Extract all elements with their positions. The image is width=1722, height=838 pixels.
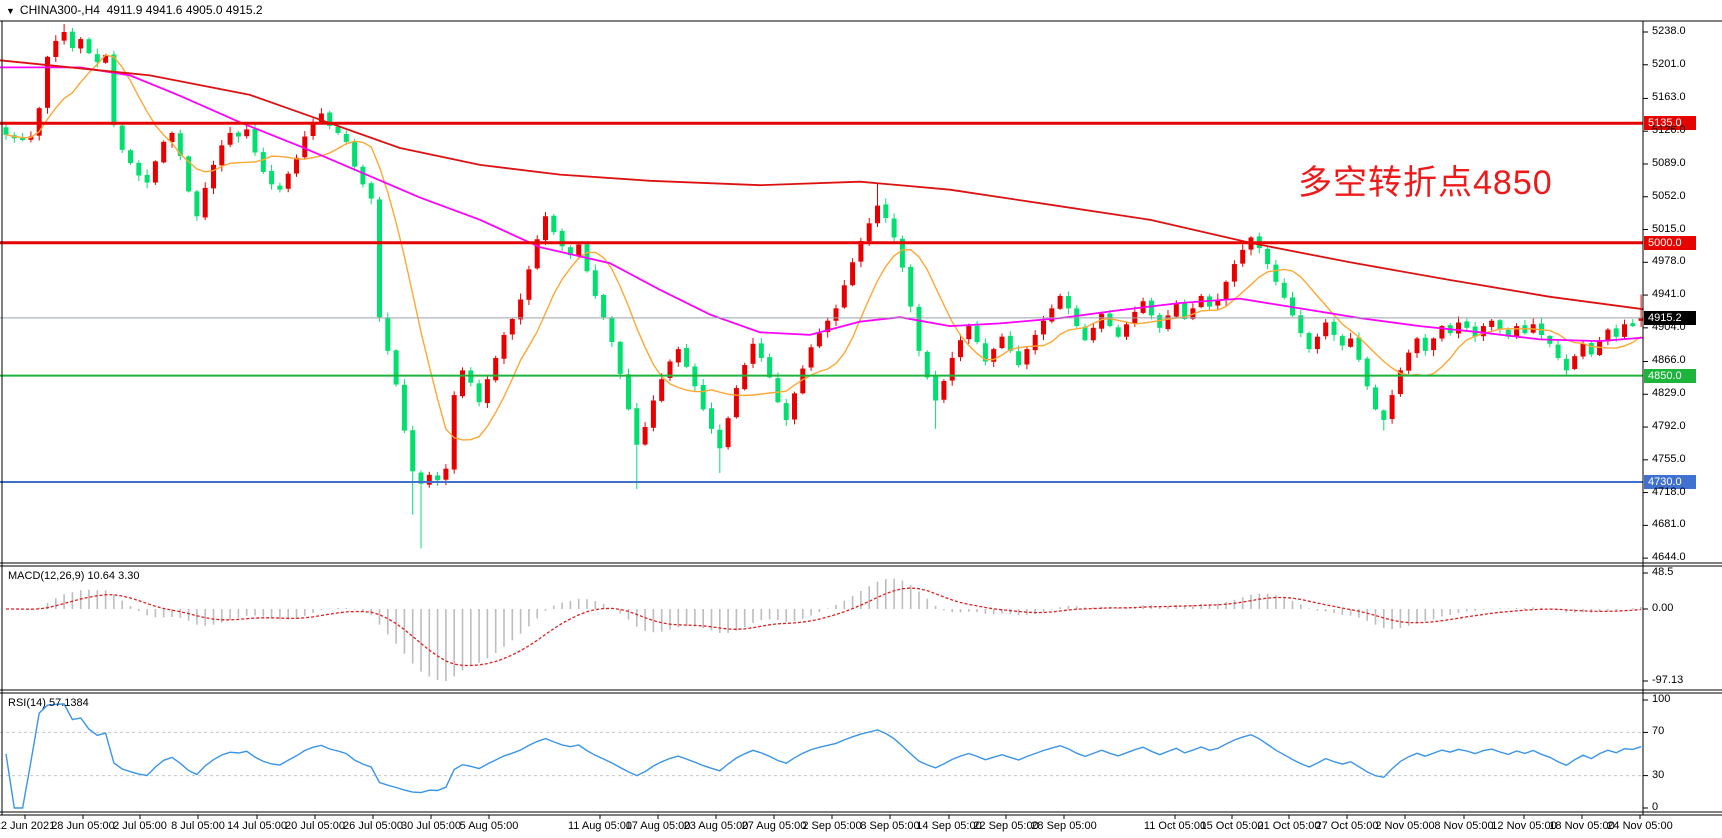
macd-axis-label: 0.00 — [1652, 602, 1674, 614]
price-axis-label: 5015.0 — [1652, 222, 1686, 235]
price-axis-label: 4829.0 — [1652, 387, 1686, 400]
symbol-name: CHINA300-,H4 — [19, 3, 100, 17]
price-axis-label: 4941.0 — [1652, 288, 1686, 301]
time-axis-label: 2 Nov 05:00 — [1375, 820, 1435, 832]
time-axis-label: 15 Oct 05:00 — [1200, 820, 1264, 832]
time-axis-label: 2 Jul 05:00 — [113, 820, 167, 832]
ma-orange-line — [5, 54, 1642, 441]
current-price-tag: 4915.2 — [1644, 310, 1696, 325]
time-axis-label: 11 Aug 05:00 — [567, 820, 633, 832]
rsi-indicator-label: RSI(14) 57.1384 — [8, 697, 89, 709]
time-axis-label: 14 Jul 05:00 — [227, 820, 287, 832]
ohlc-open: 4911.9 — [106, 3, 143, 17]
price-axis-label: 5126.0 — [1652, 124, 1686, 137]
rsi-line — [5, 703, 1642, 809]
time-axis-label: 30 Jul 05:00 — [401, 820, 461, 832]
price-axis-label: 4755.0 — [1652, 452, 1686, 465]
level-price-tag: 4850.0 — [1644, 368, 1696, 383]
time-axis-label: 8 Sep 05:00 — [860, 820, 920, 832]
time-axis-label: 20 Jul 05:00 — [285, 820, 345, 832]
time-axis-label: 2 Sep 05:00 — [802, 820, 862, 832]
time-axis-label: 8 Jul 05:00 — [171, 820, 225, 832]
chart-annotation-text: 多空转折点4850 — [1298, 164, 1553, 202]
ohlc-low: 4905.0 — [185, 3, 223, 17]
macd-axis-label: -97.13 — [1652, 674, 1684, 686]
time-axis-label: 23 Aug 05:00 — [683, 820, 749, 832]
symbol-dropdown-icon[interactable]: ▼ — [6, 6, 15, 16]
rsi-axis-label: 0 — [1652, 801, 1659, 813]
time-axis-label: 28 Jun 05:00 — [51, 820, 115, 832]
candles-layer — [3, 24, 1644, 549]
price-axis-label: 5238.0 — [1652, 25, 1686, 37]
time-axis-label: 27 Oct 05:00 — [1315, 820, 1379, 832]
time-axis-label: 12 Nov 05:00 — [1491, 820, 1557, 832]
symbol-header[interactable]: ▼ CHINA300-,H4 4911.9 4941.6 4905.0 4915.… — [6, 3, 263, 17]
price-axis-label: 4904.0 — [1652, 320, 1686, 333]
rsi-axis-label: 100 — [1652, 693, 1671, 705]
ohlc-close: 4915.2 — [225, 3, 263, 17]
price-axis-label: 5089.0 — [1652, 156, 1686, 169]
price-axis-label: 4718.0 — [1652, 485, 1686, 498]
level-price-tag: 4730.0 — [1644, 474, 1696, 489]
time-axis-label: 18 Nov 05:00 — [1549, 820, 1615, 832]
time-axis-label: 21 Oct 05:00 — [1257, 820, 1321, 832]
macd-signal-line — [6, 587, 1642, 667]
price-axis-label: 5163.0 — [1652, 91, 1686, 104]
ma-magenta-line — [0, 66, 1644, 343]
macd-histogram — [13, 578, 1642, 682]
price-axis-label: 5201.0 — [1652, 57, 1686, 70]
price-axis-label: 5052.0 — [1652, 189, 1686, 202]
time-axis-label: 24 Nov 05:00 — [1607, 820, 1673, 832]
time-axis-label: 22 Jun 2021 — [0, 820, 56, 832]
time-axis-label: 5 Aug 05:00 — [459, 820, 519, 832]
level-price-tag: 5000.0 — [1644, 235, 1696, 250]
ma-red-line — [0, 59, 1644, 311]
rsi-axis-label: 70 — [1652, 725, 1665, 738]
price-axis-label: 4792.0 — [1652, 420, 1686, 433]
macd-axis-label: 48.5 — [1652, 566, 1674, 578]
time-axis-label: 14 Sep 05:00 — [916, 820, 982, 832]
level-price-tag: 5135.0 — [1644, 116, 1696, 131]
time-axis-label: 28 Sep 05:00 — [1031, 820, 1097, 832]
price-axis-label: 4866.0 — [1652, 354, 1686, 367]
time-axis-label: 22 Sep 05:00 — [973, 820, 1039, 832]
ohlc-high: 4941.6 — [145, 3, 183, 17]
time-axis-label: 17 Aug 05:00 — [625, 820, 691, 832]
macd-indicator-label: MACD(12,26,9) 10.64 3.30 — [8, 570, 140, 582]
price-axis-label: 4978.0 — [1652, 255, 1686, 268]
time-axis-label: 11 Oct 05:00 — [1143, 820, 1207, 832]
time-axis-label: 27 Aug 05:00 — [741, 820, 807, 832]
price-axis-label: 4681.0 — [1652, 518, 1686, 531]
rsi-axis-label: 30 — [1652, 768, 1665, 781]
price-axis-label: 4644.0 — [1652, 551, 1686, 564]
time-axis-label: 8 Nov 05:00 — [1434, 820, 1494, 832]
time-axis-label: 26 Jul 05:00 — [343, 820, 403, 832]
